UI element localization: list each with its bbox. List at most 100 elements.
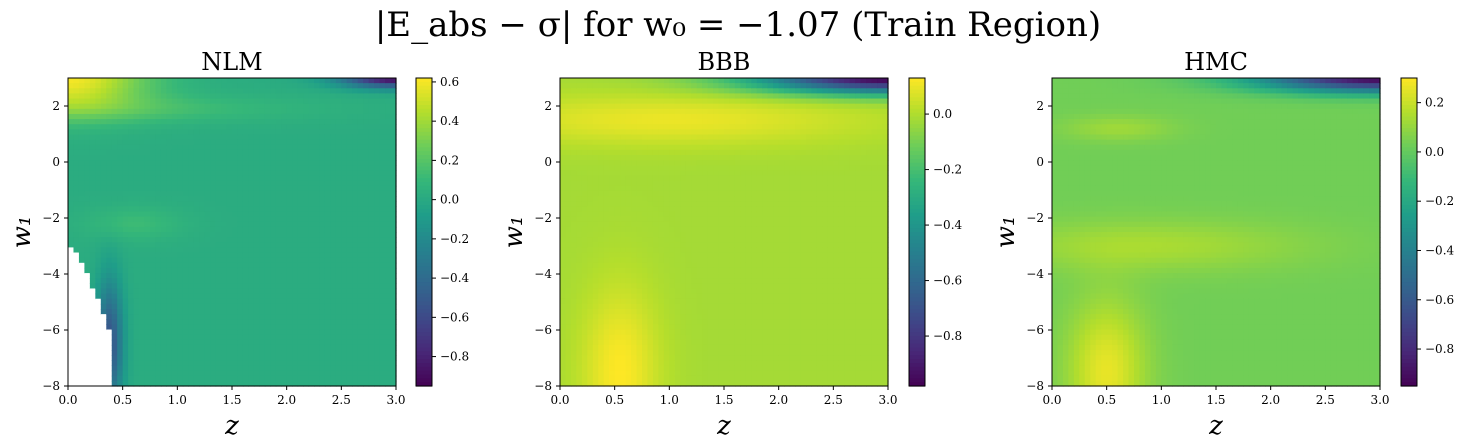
heatmap-cell xyxy=(587,216,594,223)
heatmap-cell xyxy=(368,170,375,177)
heatmap-cell xyxy=(84,78,91,84)
heatmap-cell xyxy=(565,129,572,136)
heatmap-cell xyxy=(308,257,315,264)
heatmap-cell xyxy=(390,211,397,218)
heatmap-cell xyxy=(95,211,102,218)
heatmap-cell xyxy=(242,309,249,315)
heatmap-cell xyxy=(122,298,129,305)
heatmap-cell xyxy=(669,355,676,361)
heatmap-cell xyxy=(221,206,228,213)
heatmap-cell xyxy=(193,309,200,315)
heatmap-cell xyxy=(188,83,195,89)
heatmap-cell xyxy=(335,180,342,187)
heatmap-cell xyxy=(663,339,670,346)
heatmap-cell xyxy=(581,83,588,89)
heatmap-cell xyxy=(352,309,359,315)
heatmap-cell xyxy=(598,278,605,284)
heatmap-cell xyxy=(652,129,659,136)
heatmap-cell xyxy=(297,170,304,177)
heatmap-cell xyxy=(346,298,353,305)
heatmap-cell xyxy=(292,232,299,238)
heatmap-cell xyxy=(587,103,594,110)
heatmap-cell xyxy=(560,298,567,305)
heatmap-cell xyxy=(625,93,632,100)
heatmap-cell xyxy=(620,226,627,233)
heatmap-cell xyxy=(232,160,239,166)
heatmap-cell xyxy=(122,170,129,177)
heatmap-cell xyxy=(663,190,670,197)
heatmap-cell xyxy=(330,139,337,146)
heatmap-cell xyxy=(215,247,222,254)
heatmap-cell xyxy=(210,78,217,84)
heatmap-cell xyxy=(592,134,599,141)
heatmap-cell xyxy=(560,288,567,295)
heatmap-cell xyxy=(609,185,616,192)
heatmap-cell xyxy=(357,134,364,141)
colorbar-tick-label: 0.4 xyxy=(440,114,459,128)
heatmap-cell xyxy=(379,196,386,202)
heatmap-cell xyxy=(609,129,616,136)
heatmap-cell xyxy=(89,324,96,331)
heatmap-cell xyxy=(182,257,189,264)
heatmap-cell xyxy=(270,124,277,130)
heatmap-cell xyxy=(565,375,572,382)
heatmap-cell xyxy=(204,226,211,233)
heatmap-cell xyxy=(160,293,167,300)
heatmap-cell xyxy=(324,124,331,130)
heatmap-cell xyxy=(346,247,353,254)
heatmap-cell xyxy=(111,129,118,136)
heatmap-cell xyxy=(352,314,359,320)
heatmap-cell xyxy=(188,196,195,202)
heatmap-cell xyxy=(166,329,173,336)
heatmap-cell xyxy=(155,108,162,115)
heatmap-cell xyxy=(270,339,277,346)
heatmap-cell xyxy=(319,124,326,130)
heatmap-cell xyxy=(171,344,178,351)
heatmap-cell xyxy=(84,129,91,136)
heatmap-cell xyxy=(226,175,233,182)
colorbar-segment xyxy=(416,158,432,164)
heatmap-cell xyxy=(133,380,140,387)
heatmap-cell xyxy=(199,216,206,223)
heatmap-cell xyxy=(576,360,583,367)
heatmap-cell xyxy=(139,278,146,284)
heatmap-cell xyxy=(188,134,195,141)
heatmap-cell xyxy=(242,144,249,151)
heatmap-cell xyxy=(625,226,632,233)
heatmap-cell xyxy=(204,375,211,382)
heatmap-cell xyxy=(275,303,282,310)
heatmap-cell xyxy=(281,370,288,377)
heatmap-cell xyxy=(177,303,184,310)
heatmap-cell xyxy=(308,370,315,377)
heatmap-cell xyxy=(144,314,151,320)
heatmap-cell xyxy=(592,319,599,325)
heatmap-cell xyxy=(385,350,392,356)
heatmap-cell xyxy=(587,375,594,382)
heatmap-cell xyxy=(603,180,610,187)
heatmap-cell xyxy=(139,365,146,372)
heatmap-cell xyxy=(335,273,342,279)
heatmap-cell xyxy=(314,226,321,233)
heatmap-cell xyxy=(297,324,304,331)
heatmap-cell xyxy=(303,211,310,218)
heatmap-cell xyxy=(237,124,244,130)
heatmap-cell xyxy=(592,232,599,238)
heatmap-cell xyxy=(275,211,282,218)
heatmap-cell xyxy=(68,103,75,110)
heatmap-cell xyxy=(647,267,654,274)
colorbar-segment xyxy=(416,212,432,218)
heatmap-cell xyxy=(314,221,321,228)
heatmap-cell xyxy=(117,149,124,156)
colorbar-segment xyxy=(416,108,432,114)
heatmap-cell xyxy=(133,278,140,284)
heatmap-cell xyxy=(352,129,359,136)
heatmap-cell xyxy=(385,273,392,279)
heatmap-cell xyxy=(669,339,676,346)
heatmap-cell xyxy=(89,185,96,192)
heatmap-cell xyxy=(253,252,260,259)
heatmap-cell xyxy=(221,257,228,264)
heatmap-cell xyxy=(270,78,277,84)
heatmap-cell xyxy=(346,370,353,377)
heatmap-cell xyxy=(374,355,381,361)
heatmap-cell xyxy=(221,355,228,361)
